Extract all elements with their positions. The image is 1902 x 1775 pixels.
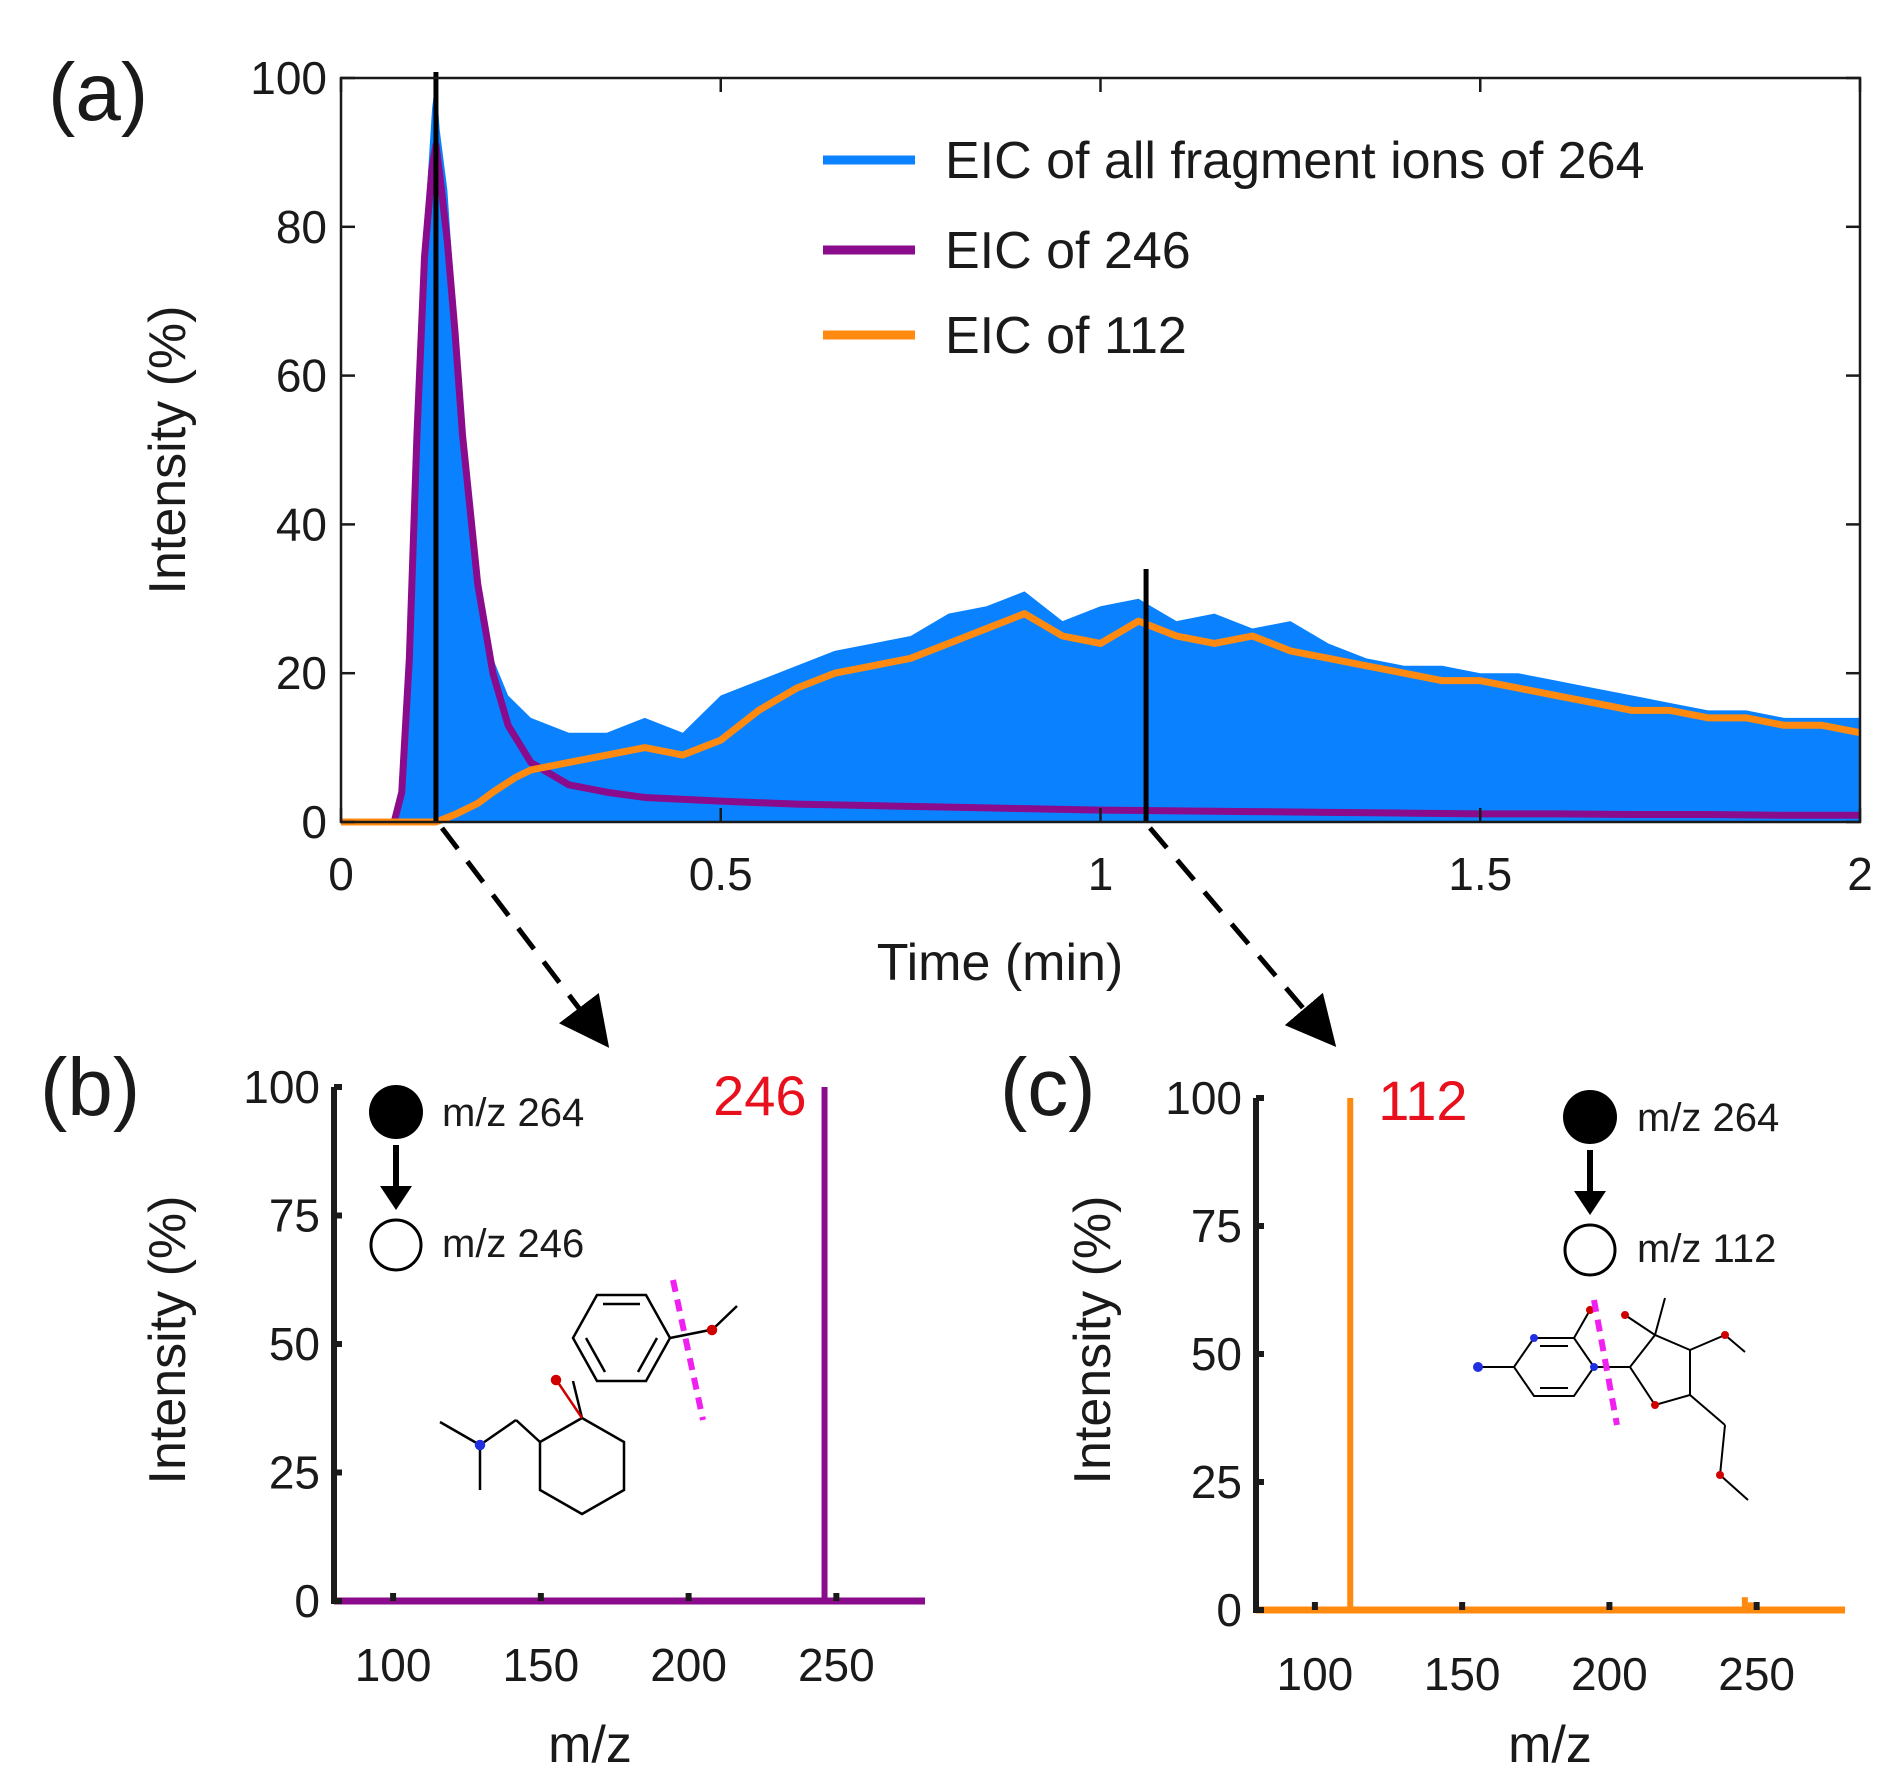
precursor-ion-label-b: m/z 264	[442, 1091, 584, 1135]
molecule-structure-b	[439, 1279, 738, 1516]
precursor-ion-filled-circle	[1563, 1090, 1617, 1144]
peak-label-112: 112	[1378, 1069, 1467, 1132]
x-tick-label: 200	[650, 1639, 727, 1691]
x-tick-label: 0.5	[689, 848, 753, 900]
x-tick-label: 100	[355, 1639, 432, 1691]
legend-item-all-fragments: EIC of all fragment ions of 264	[823, 132, 1645, 190]
x-tick-label: 150	[502, 1639, 579, 1691]
eic-all-fragments-area	[341, 78, 1860, 822]
x-tick-label: 2	[1847, 848, 1873, 900]
y-tick-label: 100	[243, 1061, 320, 1113]
panel-a-label: (a)	[48, 47, 148, 138]
panel-a-eic-chart: (a) 0 0.5 1 1.5 2 0 20 40 60 80 100 Time (min) In…	[48, 47, 1873, 992]
y-tick-label: 60	[276, 350, 327, 402]
ion-scheme-b: m/z 264 m/z 246	[369, 1085, 584, 1272]
product-ion-label-c: m/z 112	[1637, 1227, 1776, 1271]
series-246-line	[341, 141, 1860, 826]
precursor-ion-filled-circle	[369, 1085, 423, 1139]
y-tick-label: 100	[1165, 1072, 1242, 1124]
legend: EIC of all fragment ions of 264 EIC of 2…	[823, 132, 1645, 365]
y-axis-title-b: Intensity (%)	[139, 1196, 197, 1485]
legend-label-all-fragments: EIC of all fragment ions of 264	[945, 132, 1645, 190]
dashed-arrow-to-b	[440, 826, 610, 1048]
legend-item-246: EIC of 246	[823, 222, 1191, 280]
x-tick-label: 250	[1718, 1648, 1795, 1700]
precursor-ion-label-c: m/z 264	[1637, 1096, 1779, 1140]
y-tick-labels-c: 0 25 50 75 100	[1165, 1072, 1264, 1636]
x-tick-label: 1	[1088, 848, 1114, 900]
cleavage-line-b	[670, 1279, 706, 1421]
cleavage-line-c	[1591, 1299, 1620, 1426]
y-tick-label: 75	[1191, 1200, 1242, 1252]
x-tick-label: 100	[1277, 1648, 1354, 1700]
y-tick-label: 40	[276, 498, 327, 550]
ion-scheme-c: m/z 264 m/z 112	[1563, 1090, 1779, 1277]
time-markers	[433, 72, 1149, 822]
x-tick-labels-c: 100 150 200 250	[1277, 1602, 1795, 1700]
x-tick-label: 0	[328, 848, 354, 900]
x-axis-title-b: m/z	[548, 1716, 632, 1774]
y-tick-label: 50	[269, 1318, 320, 1370]
y-tick-label: 0	[301, 796, 327, 848]
fragment-arrowhead-b	[380, 1186, 412, 1210]
panel-c-label: (c)	[1000, 1042, 1096, 1133]
x-tick-label: 200	[1571, 1648, 1648, 1700]
molecule-structure-c	[1473, 1297, 1749, 1501]
y-tick-label: 25	[269, 1447, 320, 1499]
y-tick-label: 50	[1191, 1328, 1242, 1380]
panel-b-spectrum: (b) 100 150 200 250 0 25 50 75 100 m/z Intensit…	[40, 1042, 925, 1774]
y-axis-title-c: Intensity (%)	[1064, 1196, 1122, 1485]
x-axis-title-a: Time (min)	[877, 934, 1124, 992]
x-tick-labels-b: 100 150 200 250	[355, 1593, 875, 1691]
y-tick-labels-a: 0 20 40 60 80 100	[250, 52, 1860, 848]
x-tick-labels-a: 0 0.5 1 1.5 2	[328, 78, 1873, 900]
peak-label-246: 246	[713, 1064, 806, 1127]
series-all-fragments-area	[341, 78, 1860, 822]
fragment-arrowhead-c	[1574, 1191, 1606, 1215]
y-axis-title-a: Intensity (%)	[139, 306, 197, 595]
series-112-line	[341, 610, 1861, 826]
product-ion-label-b: m/z 246	[442, 1222, 584, 1266]
legend-label-246: EIC of 246	[945, 222, 1191, 280]
x-tick-label: 150	[1424, 1648, 1501, 1700]
y-tick-label: 80	[276, 201, 327, 253]
spectrum-c-peaks	[1256, 1098, 1845, 1614]
x-tick-label: 1.5	[1448, 848, 1512, 900]
product-ion-open-circle	[369, 1218, 423, 1272]
y-tick-label: 0	[294, 1575, 320, 1627]
x-tick-label: 250	[798, 1639, 875, 1691]
panel-b-label: (b)	[40, 1042, 140, 1133]
x-axis-title-c: m/z	[1508, 1716, 1592, 1774]
eic-lines	[341, 141, 1861, 826]
y-tick-label: 0	[1216, 1584, 1242, 1636]
legend-label-112: EIC of 112	[945, 307, 1187, 365]
y-tick-label: 75	[269, 1190, 320, 1242]
product-ion-open-circle	[1563, 1223, 1617, 1277]
panel-c-spectrum: (c) 100 150 200 250 0 25 50 75 100 m/z Intensit…	[1000, 1042, 1845, 1774]
legend-item-112: EIC of 112	[823, 307, 1187, 365]
dashed-arrow-to-c	[1148, 826, 1337, 1048]
y-tick-label: 25	[1191, 1456, 1242, 1508]
y-tick-label: 100	[250, 52, 327, 104]
y-tick-labels-b: 0 25 50 75 100	[243, 1061, 342, 1627]
spectrum-b-peaks	[334, 1087, 925, 1605]
y-tick-label: 20	[276, 647, 327, 699]
